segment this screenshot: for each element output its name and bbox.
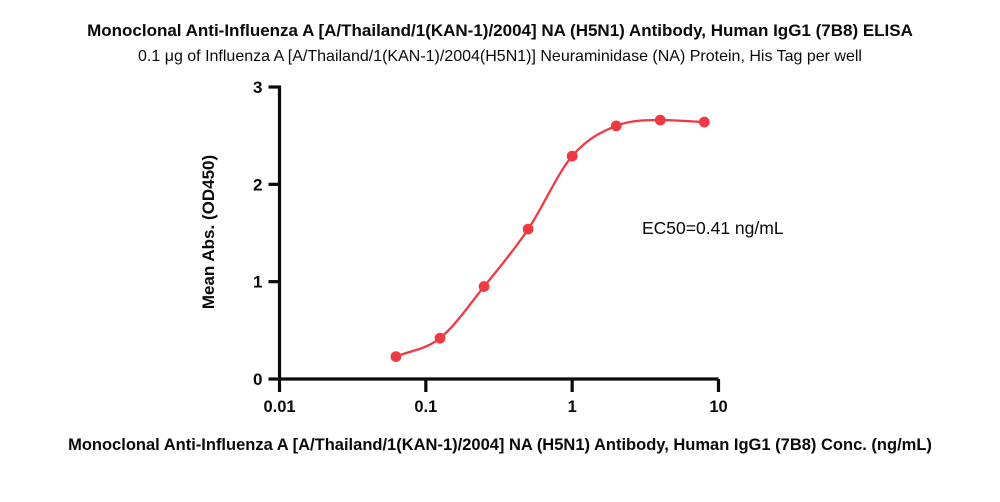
data-point bbox=[478, 281, 490, 292]
data-point bbox=[522, 223, 534, 235]
data-point bbox=[654, 114, 666, 126]
data-point bbox=[390, 351, 402, 363]
x-tick-label: 0.01 bbox=[263, 398, 295, 416]
figure-title: Monoclonal Anti-Influenza A [A/Thailand/… bbox=[87, 21, 913, 40]
y-tick-label: 1 bbox=[253, 273, 262, 292]
y-tick-label: 3 bbox=[253, 78, 262, 97]
x-tick-label: 1 bbox=[568, 398, 577, 416]
x-axis-title: Monoclonal Anti-Influenza A [A/Thailand/… bbox=[68, 436, 932, 454]
y-tick-label: 0 bbox=[253, 370, 262, 389]
y-axis-title: Mean Abs. (OD450) bbox=[199, 154, 218, 310]
fit-curve bbox=[394, 118, 706, 358]
data-point bbox=[610, 120, 622, 132]
x-tick-label: 0.1 bbox=[414, 398, 437, 416]
data-point bbox=[566, 150, 578, 162]
data-point bbox=[434, 332, 446, 344]
figure-subtitle: 0.1 μg of Influenza A [A/Thailand/1(KAN-… bbox=[138, 48, 862, 65]
ec50-annotation: EC50=0.41 ng/mL bbox=[642, 218, 784, 238]
x-tick-label: 10 bbox=[709, 398, 727, 416]
y-tick-label: 2 bbox=[253, 175, 262, 194]
data-point bbox=[698, 116, 710, 128]
